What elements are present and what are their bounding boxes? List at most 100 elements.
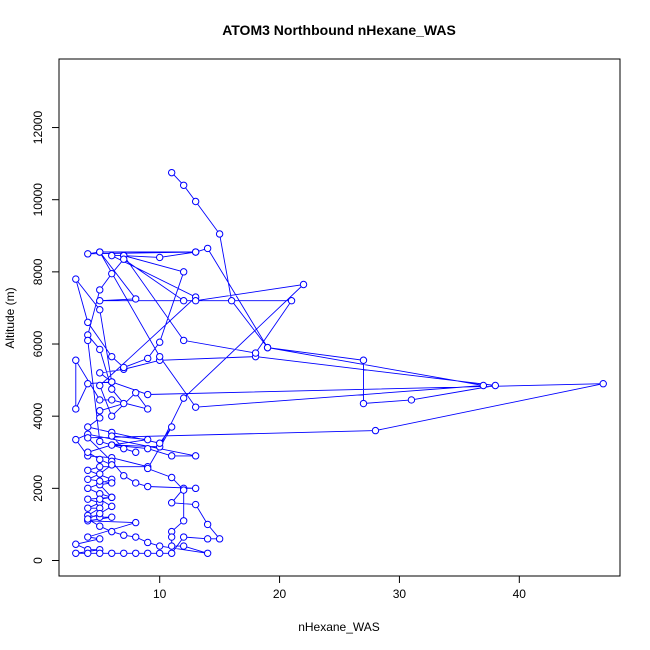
y-tick-label: 10000 — [31, 183, 45, 217]
data-point — [287, 297, 296, 305]
data-point — [155, 352, 164, 361]
x-tick-label: 40 — [513, 587, 527, 601]
data-point — [144, 444, 152, 453]
data-point — [132, 518, 140, 527]
data-point — [132, 389, 140, 397]
series-points — [72, 168, 607, 557]
data-point — [203, 535, 212, 543]
data-point — [108, 352, 116, 361]
data-point — [144, 549, 152, 557]
data-point — [96, 286, 104, 294]
x-axis-label: nHexane_WAS — [298, 620, 380, 634]
plot-frame — [58, 58, 621, 577]
y-tick-label: 8000 — [31, 258, 45, 285]
data-point — [155, 439, 164, 447]
data-point — [84, 318, 92, 327]
data-point — [96, 549, 104, 557]
data-point — [215, 230, 224, 238]
data-point — [108, 378, 116, 386]
data-point — [203, 520, 212, 529]
data-point — [96, 462, 104, 471]
series-line — [74, 172, 604, 554]
data-point — [120, 363, 128, 372]
data-point — [299, 280, 308, 289]
data-point — [84, 380, 92, 388]
data-point — [144, 405, 152, 413]
data-point — [203, 549, 212, 557]
data-point — [96, 407, 104, 415]
data-point — [179, 336, 188, 345]
y-tick-label: 0 — [31, 557, 45, 564]
data-point — [155, 338, 164, 346]
data-point — [191, 484, 200, 493]
data-point — [96, 470, 104, 478]
data-point — [96, 477, 104, 485]
data-point — [167, 549, 176, 557]
data-point — [203, 244, 212, 253]
data-point — [144, 390, 152, 399]
x-tick-label: 30 — [393, 587, 407, 601]
data-point — [491, 381, 500, 390]
data-point — [120, 444, 128, 453]
data-point — [155, 253, 164, 262]
data-point — [96, 495, 104, 503]
data-point — [132, 533, 140, 541]
data-point — [144, 354, 152, 363]
y-axis: 0 2000 4000 6000 8000 10000 12000 — [31, 111, 60, 564]
data-point — [179, 181, 188, 189]
data-point — [215, 535, 224, 543]
data-point — [84, 504, 92, 512]
data-point — [96, 297, 104, 305]
data-point — [132, 448, 140, 456]
y-tick-label: 4000 — [31, 403, 45, 430]
data-point — [96, 535, 104, 543]
data-point — [120, 472, 128, 480]
data-point — [108, 251, 116, 260]
data-point — [227, 297, 236, 305]
data-point — [599, 380, 607, 388]
data-point — [108, 269, 116, 278]
data-point — [144, 464, 152, 473]
data-point — [108, 412, 116, 420]
data-point — [72, 435, 80, 444]
data-point — [132, 549, 140, 557]
data-point — [84, 434, 92, 442]
data-point — [251, 349, 260, 357]
data-point — [120, 255, 128, 263]
data-point — [144, 435, 152, 444]
data-point — [191, 500, 200, 509]
data-point — [72, 549, 80, 557]
data-point — [108, 479, 116, 487]
data-point — [96, 509, 104, 518]
data-point — [84, 466, 92, 474]
data-point — [179, 486, 188, 494]
data-point — [179, 533, 188, 541]
data-point — [72, 405, 80, 413]
data-point — [96, 522, 104, 530]
data-point — [108, 513, 116, 521]
data-point — [132, 479, 140, 487]
data-point — [144, 538, 152, 547]
data-point — [96, 437, 104, 446]
data-point — [191, 197, 200, 206]
data-point — [108, 527, 116, 536]
data-point — [72, 540, 80, 548]
data-point — [84, 533, 92, 541]
data-point — [108, 493, 116, 502]
data-point — [120, 399, 128, 408]
data-point — [84, 515, 92, 523]
x-tick-label: 10 — [153, 587, 167, 601]
data-point — [108, 461, 116, 469]
data-point — [96, 248, 104, 256]
data-point — [155, 549, 164, 557]
data-point — [72, 356, 80, 364]
data-point — [120, 549, 128, 557]
data-point — [96, 396, 104, 404]
data-point — [155, 542, 164, 550]
data-point — [191, 403, 200, 411]
data-point — [108, 502, 116, 511]
data-point — [120, 531, 128, 539]
data-point — [359, 356, 368, 364]
data-point — [479, 381, 488, 390]
data-point — [179, 394, 188, 402]
